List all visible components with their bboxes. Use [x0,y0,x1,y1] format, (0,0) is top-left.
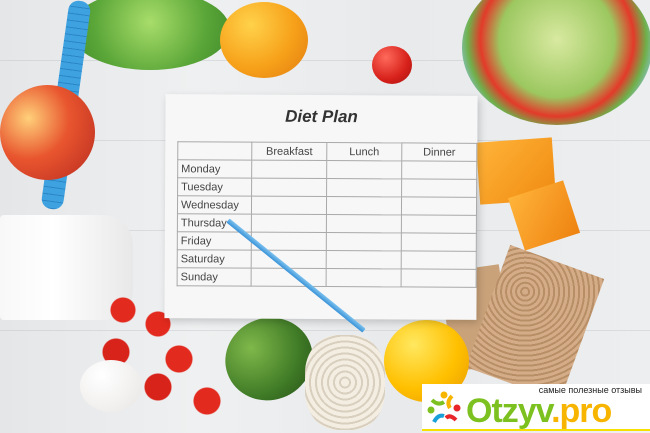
lettuce [70,0,230,70]
salad-bowl [462,0,650,125]
header-cell: Breakfast [251,142,327,161]
diet-plan-table: Breakfast Lunch Dinner Monday Tuesday We… [177,141,478,288]
sheet-title: Diet Plan [285,106,358,127]
header-cell [177,141,252,161]
day-label: Monday [177,159,252,179]
diet-plan-sheet: Diet Plan Breakfast Lunch Dinner Monday … [164,94,478,320]
day-label: Friday [177,231,252,251]
header-cell: Dinner [401,142,477,162]
day-label: Sunday [177,267,252,287]
header-cell: Lunch [326,142,402,161]
watermark-tagline: самые полезные отзывы [538,385,642,395]
apple [0,85,95,180]
table-row: Sunday [177,267,477,288]
cherry-tomato [372,46,412,84]
white-beans [305,335,385,430]
orange-tomato [220,2,308,78]
otzyv-logo-icon [427,391,461,423]
table-row: Wednesday [177,195,477,216]
day-label: Wednesday [177,195,252,215]
day-label: Saturday [177,249,252,269]
watermark-brand: Otzyv.pro [466,392,612,430]
table-row: Saturday [177,249,477,270]
egg [80,360,142,412]
table-row: Friday [177,231,477,252]
table-header-row: Breakfast Lunch Dinner [177,141,477,162]
table-row: Thursday [177,213,477,234]
day-label: Tuesday [177,177,252,197]
table-row: Tuesday [177,177,477,198]
table-row: Monday [177,159,477,180]
watermark: самые полезные отзывы Otzyv.pro [422,384,650,431]
